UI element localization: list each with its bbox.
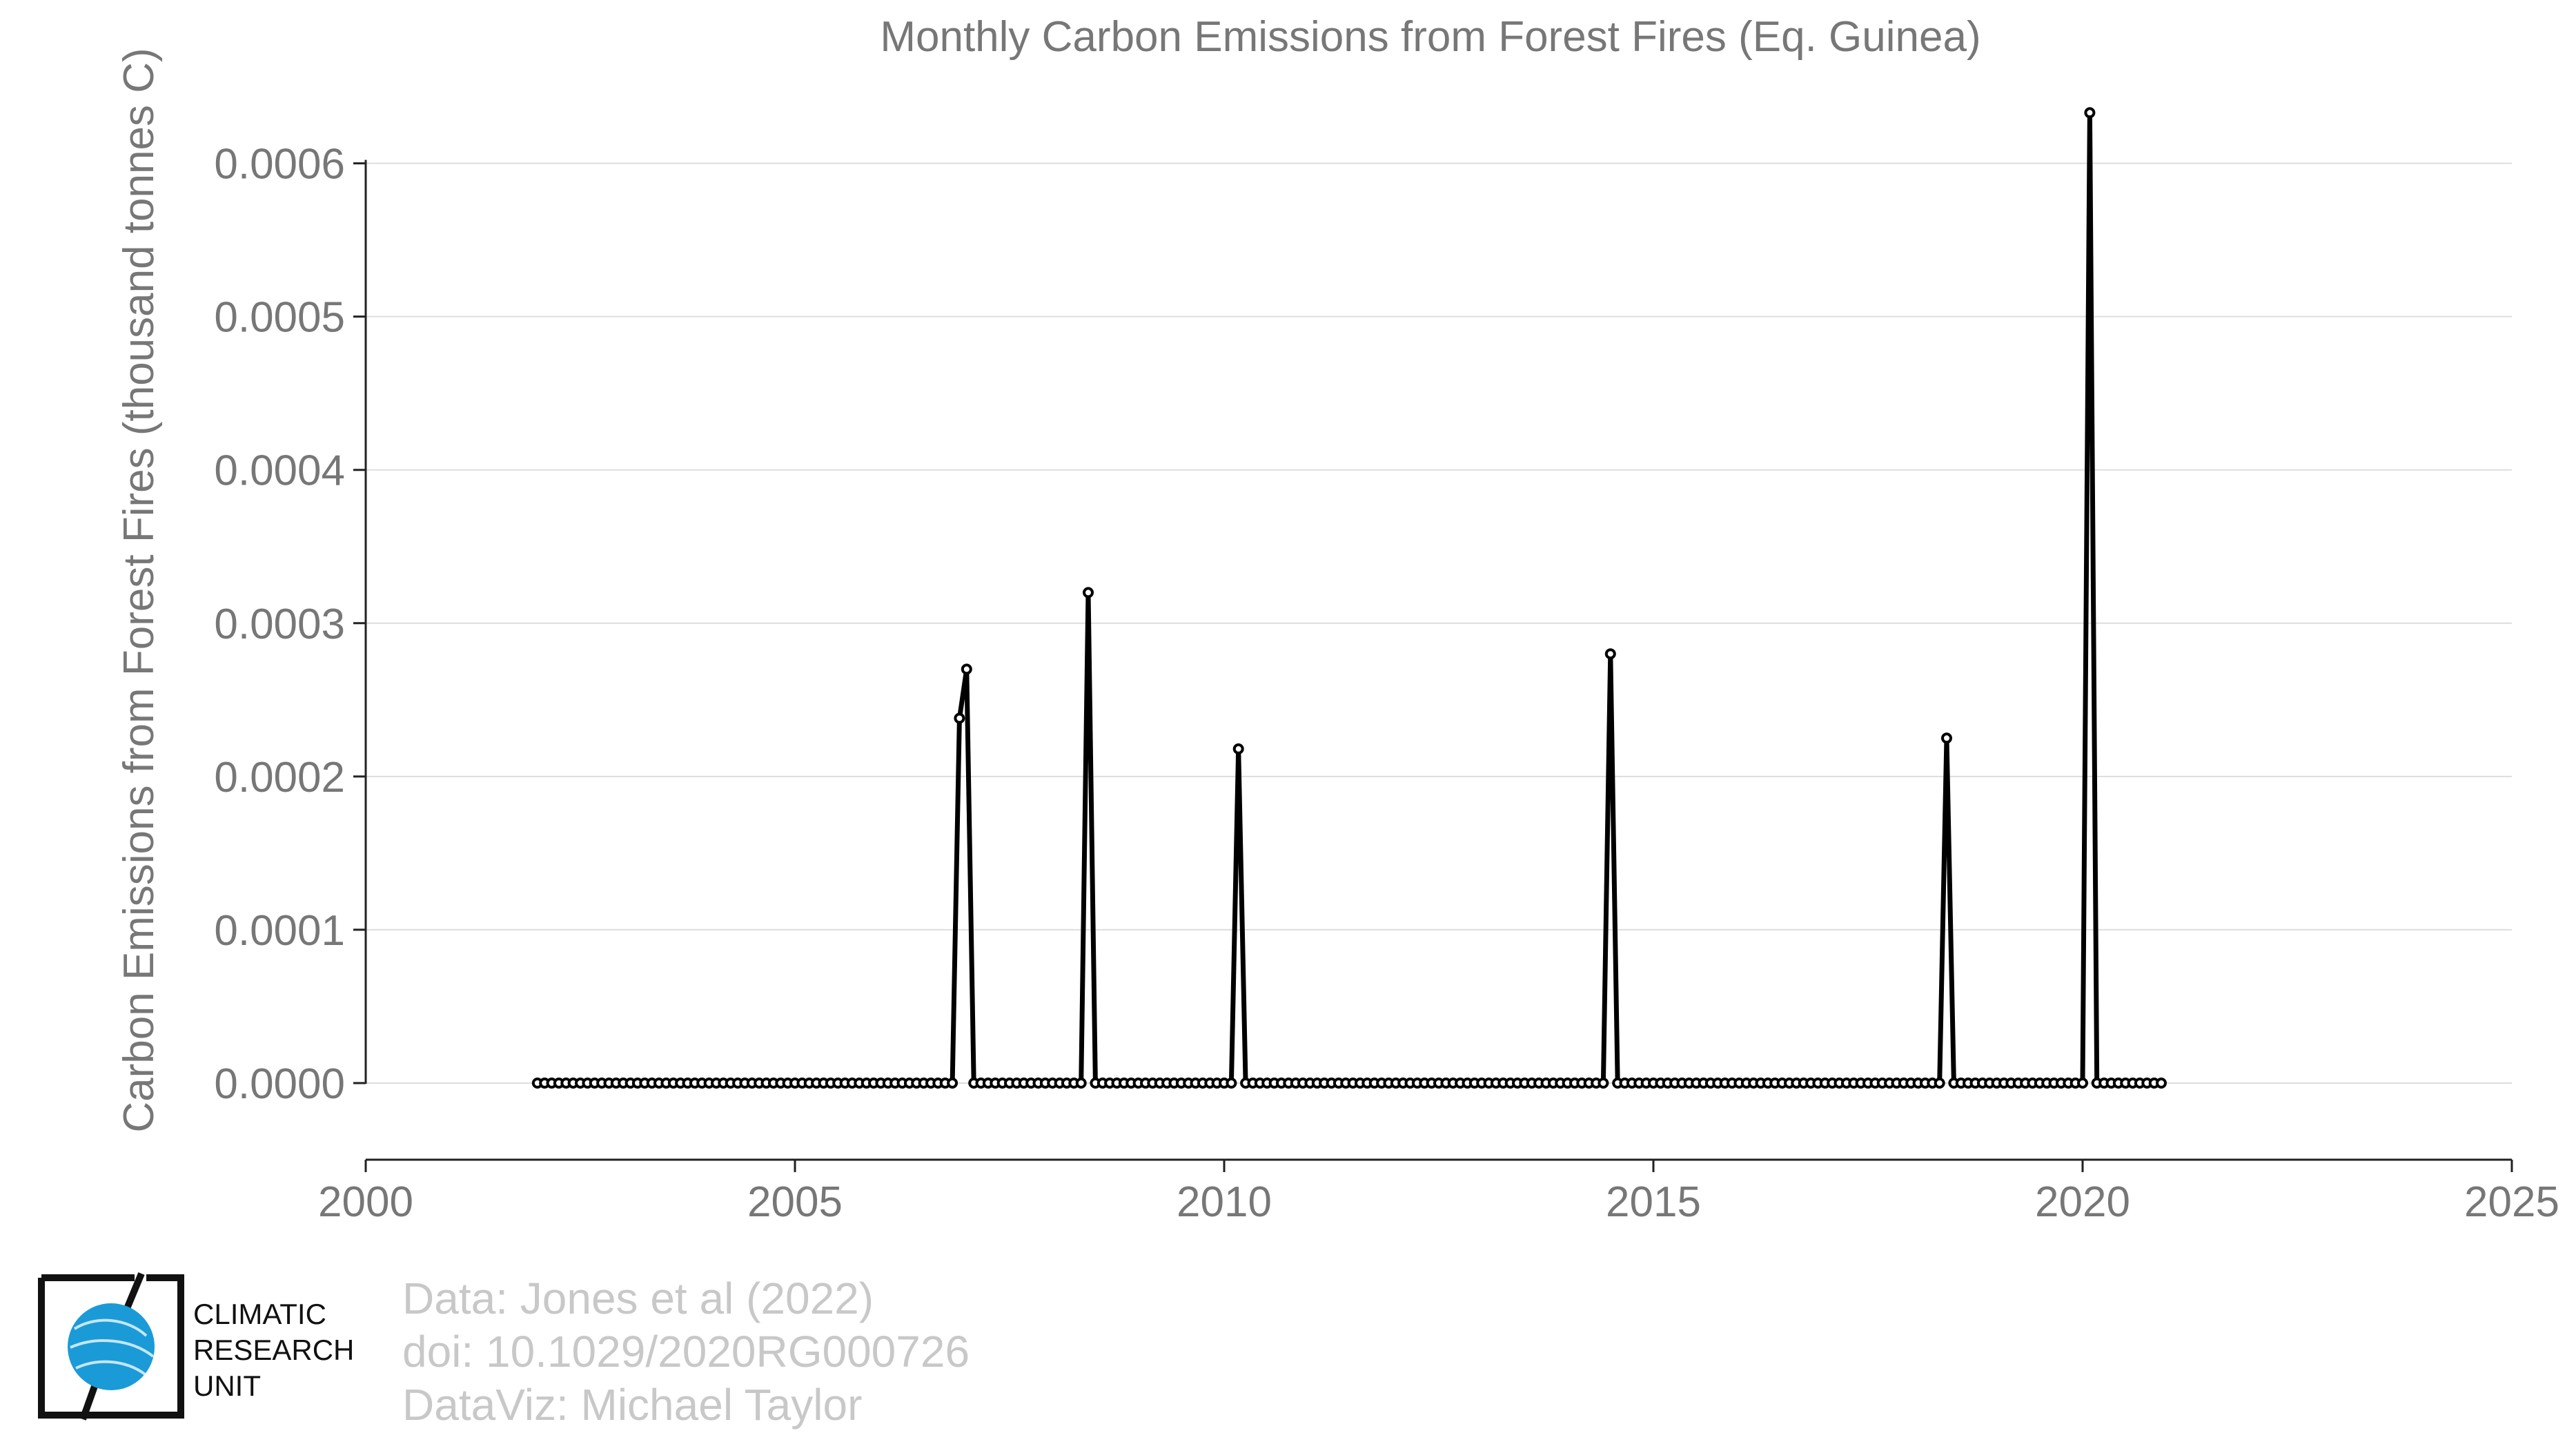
data-point [954,712,965,724]
axes: 0.0000 0.0001 0.0002 0.0003 0.0004 0.0005 0.00… [214,141,2559,1226]
data-point [1604,648,1616,660]
logo-text-line-1: CLIMATIC [193,1298,326,1330]
logo-text-line-3: UNIT [193,1370,261,1402]
x-tick-label: 2015 [1606,1178,1701,1226]
credit-data: Data: Jones et al (2022) [402,1274,874,1323]
globe-icon [68,1303,155,1390]
credit-dataviz: DataViz: Michael Taylor [402,1380,862,1430]
x-tick-label: 2010 [1177,1178,1272,1226]
credits: Data: Jones et al (2022) doi: 10.1029/20… [402,1274,970,1430]
data-point [947,1078,958,1089]
y-tick-label: 0.0002 [214,754,345,801]
cru-logo: CLIMATIC RESEARCH UNIT [38,1272,354,1421]
y-tick-label: 0.0006 [214,141,345,188]
x-tick-label: 2025 [2464,1178,2559,1226]
data-point [1941,732,1952,744]
data-point [1597,1078,1609,1089]
data-point [1934,1078,1945,1089]
data-point [2077,1078,2088,1089]
data-point [2084,107,2096,119]
data-point [2156,1078,2167,1089]
y-tick-label: 0.0000 [214,1060,345,1108]
credit-doi: doi: 10.1029/2020RG000726 [402,1327,970,1376]
globe-swirl-icon [70,1318,155,1379]
y-axis-label: Carbon Emissions from Forest Fires (thou… [115,48,163,1132]
x-tick-label: 2020 [2035,1178,2130,1226]
data-point [1232,743,1244,754]
data-point [961,663,972,675]
logo-bracket-right [90,1274,184,1419]
data-point [1075,1078,1087,1089]
y-tick-label: 0.0003 [214,601,345,648]
x-tick-label: 2000 [318,1178,413,1226]
x-tick-label: 2005 [747,1178,843,1226]
data-point [1226,1078,1237,1089]
series-line [537,110,2161,1086]
chart-title: Monthly Carbon Emissions from Forest Fir… [880,13,1980,61]
grid-lines [366,162,2512,1084]
logo-text-line-2: RESEARCH [193,1334,354,1366]
y-tick-label: 0.0004 [214,447,345,495]
series-emissions [531,107,2167,1089]
y-tick-label: 0.0001 [214,907,345,955]
y-tick-label: 0.0005 [214,294,345,342]
data-point [1083,587,1094,598]
